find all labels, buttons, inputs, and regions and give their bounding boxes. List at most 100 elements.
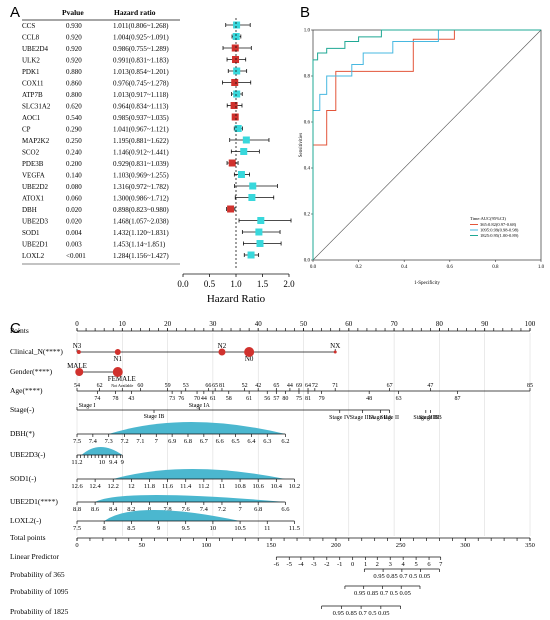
- forest-rows: CCS 0.930 1.011(0.806~1.268) CCL8 0.920 1.004…: [22, 21, 292, 260]
- forest-hr-text: 1.013(0.917~1.118): [113, 91, 169, 99]
- forest-pvalue: 0.930: [66, 22, 82, 30]
- forest-pvalue: 0.003: [66, 241, 82, 249]
- forest-plot-panel: A Pvalue Hazard ratio CCS 0.930 1.011(0.80…: [10, 4, 295, 305]
- dbh-tick-label: 7.5: [73, 438, 81, 445]
- forest-gene-label: LOXL2: [22, 252, 45, 260]
- sod1-tick-label: 10.2: [289, 483, 300, 490]
- forest-gene-label: ULK2: [22, 57, 40, 65]
- forest-hr-marker: [233, 90, 241, 98]
- total-points-label: 300: [460, 542, 470, 549]
- forest-pvalue: 0.020: [66, 218, 82, 226]
- roc-y-label: Sensitivities: [299, 133, 304, 158]
- sod1-density: [113, 469, 286, 479]
- forest-hr-text: 1.103(0.969~1.255): [113, 172, 169, 180]
- forest-hr-text: 0.976(0.745~1.278): [113, 80, 169, 88]
- points-tick-label: 40: [255, 320, 263, 328]
- age-bottom-label: 81: [305, 396, 311, 402]
- forest-hr-text: 1.284(1.156~1.427): [113, 252, 169, 260]
- lp-tick-label: 5: [414, 561, 417, 568]
- clinical-n-bubble: [333, 350, 337, 354]
- roc-curves: [312, 29, 541, 260]
- dbh-tick-label: 6.8: [184, 438, 192, 445]
- age-top-label: 47: [427, 383, 433, 389]
- sod1-tick-label: 11.4: [180, 483, 192, 490]
- forest-hr-marker: [231, 79, 239, 86]
- stage-label: Stage IIIB: [413, 415, 438, 421]
- ube2d1-tick-label: 7.2: [218, 506, 226, 513]
- loxl2-tick-label: 11: [264, 525, 270, 532]
- stage-label: Stage IB: [144, 414, 165, 420]
- roc-y-tick-label: 0.6: [304, 121, 311, 126]
- age-top-label: 65: [273, 383, 279, 389]
- roc-legend-label: 365:0.82(0.97-0.68): [480, 222, 517, 227]
- clinical-n-label: N0: [245, 355, 254, 363]
- forest-hr-marker: [231, 44, 239, 52]
- nomogram-row-label: DBH(*): [10, 429, 35, 438]
- probability-tick-labels: 0.95 0.85 0.7 0.5 0.05: [354, 590, 411, 597]
- forest-hr-marker: [227, 205, 235, 213]
- total-points-label: 0: [75, 542, 78, 549]
- forest-axis-tick-label: 0.5: [204, 279, 216, 289]
- loxl2-tick-label: 11.5: [289, 525, 300, 532]
- nomogram-row-label: Probability of 1825: [10, 607, 69, 616]
- gender-label-male: MALE: [67, 362, 87, 370]
- age-bottom-label: 80: [282, 396, 288, 402]
- roc-legend-label: 1095:0.99(0.98-0.98): [480, 228, 519, 233]
- forest-hr-marker: [242, 136, 250, 144]
- age-bottom-label: 57: [273, 396, 279, 402]
- probability-tick-labels: 0.95 0.85 0.7 0.5 0.05: [373, 573, 430, 580]
- panel-letter-a: A: [10, 4, 20, 21]
- lp-tick-label: 1: [364, 561, 367, 568]
- clinical-n-bubble: [218, 348, 226, 356]
- age-bottom-label: 79: [319, 396, 325, 402]
- forest-gene-label: MAP2K2: [22, 137, 50, 145]
- age-bottom-label: 70: [194, 396, 200, 402]
- nomogram-row-label: Age(****): [10, 386, 43, 395]
- lp-tick-label: 3: [389, 561, 392, 568]
- points-tick-label: 90: [481, 320, 489, 328]
- age-bottom-label: 58: [226, 396, 232, 402]
- age-top-label: 72: [312, 383, 318, 389]
- age-top-label: 85: [527, 383, 533, 389]
- roc-x-tick-label: 0.6: [447, 265, 454, 270]
- forest-hr-marker: [232, 56, 240, 63]
- forest-gene-label: CP: [22, 126, 31, 134]
- total-points-label: 200: [331, 542, 341, 549]
- dbh-tick-label: 6.5: [231, 438, 239, 445]
- age-top-label: 44: [287, 383, 293, 389]
- roc-x-tick-label: 0.2: [355, 265, 362, 270]
- lp-tick-label: -2: [324, 561, 329, 568]
- loxl2-tick-label: 8.5: [127, 525, 135, 532]
- dbh-tick-label: 6.7: [200, 438, 209, 445]
- ube2d3-density: [81, 447, 123, 455]
- roc-legend-title: Time:AUC(95%CI): [470, 216, 506, 221]
- forest-gene-label: UBE2D2: [22, 183, 49, 191]
- roc-diagonal: [312, 29, 542, 261]
- nomogram-panel: C Points Clinical_N(****) Gender(****) Age(…: [10, 320, 536, 617]
- age-top-label: Not Available: [111, 383, 133, 388]
- total-points-label: 350: [525, 542, 535, 549]
- forest-hr-marker: [255, 228, 263, 236]
- sod1-tick-label: 11.6: [162, 483, 174, 490]
- lp-tick-label: 0: [351, 561, 354, 568]
- forest-hr-text: 1.300(0.986~1.712): [113, 195, 169, 203]
- forest-pvalue: 0.020: [66, 206, 82, 214]
- nomogram-row-label: Probability of 1095: [10, 587, 69, 596]
- total-points-label: 150: [266, 542, 276, 549]
- forest-hr-text: 1.011(0.806~1.268): [113, 22, 169, 30]
- forest-gene-label: SCO2: [22, 149, 40, 157]
- forest-hr-text: 1.468(1.057~2.038): [113, 218, 169, 226]
- nomogram-row-label: LOXL2(-): [10, 516, 42, 525]
- loxl2-tick-label: 8: [103, 525, 106, 532]
- lp-tick-label: 2: [376, 561, 379, 568]
- forest-gene-label: ATP7B: [22, 91, 43, 99]
- forest-pvalue: 0.140: [66, 172, 82, 180]
- lp-tick-label: -4: [298, 561, 304, 568]
- age-top-label: 62: [97, 383, 103, 389]
- forest-pvalue: 0.250: [66, 137, 82, 145]
- clinical-n-label: N3: [73, 342, 82, 350]
- sod1-tick-label: 12: [128, 483, 135, 490]
- forest-gene-label: UBE2D3: [22, 218, 49, 226]
- roc-x-tick-label: 0.4: [401, 265, 408, 270]
- stage-label: Stage IIB: [419, 415, 442, 421]
